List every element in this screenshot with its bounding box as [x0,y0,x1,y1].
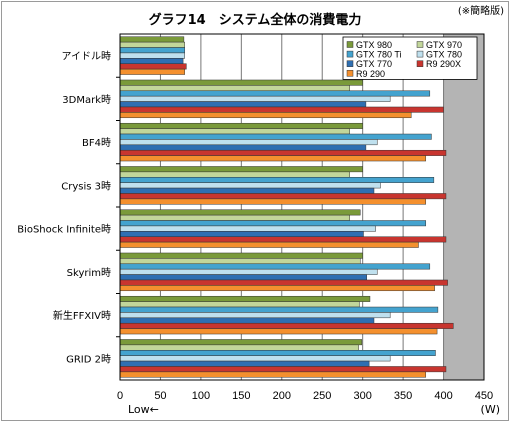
bar-6-1 [119,301,360,308]
legend-swatch-0 [346,41,354,48]
bar-2-4 [119,144,367,151]
category-label: Skyrim時 [67,267,111,279]
bar-0-6 [119,68,185,75]
bar-5-0 [119,252,363,259]
bar-0-4 [119,58,184,64]
x-tick-label: 50 [154,390,166,402]
bar-6-3 [119,312,391,319]
bar-5-3 [119,268,378,275]
legend-label-2: GTX 780 Ti [356,50,402,60]
bar-1-1 [119,85,350,92]
plot-shaded-band [443,34,484,380]
bar-5-6 [119,285,435,292]
low-label: Low← [128,403,159,416]
bar-7-0 [119,339,363,346]
legend-label-5: R9 290X [426,59,461,69]
legend-box [342,36,478,80]
category-label: Crysis 3時 [61,180,111,192]
x-tick-label: 450 [475,390,493,402]
bar-3-0 [119,166,363,173]
bar-3-3 [119,182,381,189]
bar-6-6 [119,328,438,335]
x-tick-label: 250 [313,390,331,402]
category-label: 3DMark時 [62,94,111,106]
bar-6-0 [119,295,371,302]
bar-1-2 [119,90,431,97]
category-label: 新生FFXIV時 [53,309,111,322]
x-tick-label: 100 [192,390,210,402]
x-tick-label: 150 [232,390,250,402]
plot-border [119,33,485,381]
x-tick-label: 350 [394,390,412,402]
bar-3-2 [119,177,435,183]
bar-1-3 [119,95,391,102]
bar-5-4 [119,274,367,281]
bar-6-4 [119,317,375,324]
category-label: GRID 2時 [66,353,111,365]
bar-4-5 [119,236,447,243]
bar-6-2 [119,306,439,313]
bar-0-3 [119,52,185,59]
bar-0-2 [119,47,185,54]
bar-2-2 [119,133,432,140]
x-axis-unit-label: (W) [481,403,500,416]
bar-1-4 [119,101,367,108]
legend-swatch-2 [346,50,354,58]
bar-2-0 [119,122,363,129]
bar-1-6 [119,112,412,119]
legend-label-1: GTX 970 [426,40,462,50]
x-tick-label: 200 [273,390,291,402]
bar-0-0 [119,36,185,43]
bar-6-5 [119,322,454,329]
bar-2-5 [119,149,447,156]
bar-1-0 [119,79,363,86]
bar-5-1 [119,258,361,265]
bar-2-6 [119,155,427,162]
bar-0-1 [119,41,185,48]
legend-label-3: GTX 780 [426,50,462,60]
legend-swatch-1 [416,41,424,48]
bar-3-1 [119,171,350,178]
legend-label-4: GTX 770 [356,59,392,69]
chart-title: グラフ14 システム全体の消費電力 [149,12,362,28]
x-tick-label: 300 [353,390,371,402]
legend-swatch-4 [346,60,354,67]
chart-note: (※簡略版) [458,4,504,17]
bar-7-4 [119,360,370,367]
bar-3-6 [119,198,427,205]
bar-0-5 [119,63,187,70]
bar-7-1 [119,344,359,351]
bar-4-1 [119,214,350,221]
legend-swatch-6 [346,70,354,77]
bar-2-3 [119,139,378,146]
bar-2-1 [119,128,350,135]
bar-7-2 [119,350,436,356]
x-tick-label: 0 [117,390,123,402]
category-label: アイドル時 [62,51,112,63]
legend-label-0: GTX 980 [356,40,392,50]
bar-7-5 [119,366,447,373]
bar-4-6 [119,241,419,248]
bar-7-3 [119,355,391,362]
bar-1-5 [119,106,444,113]
bar-4-3 [119,225,376,232]
bar-5-5 [119,279,448,286]
legend-swatch-5 [416,60,424,67]
bar-4-2 [119,220,427,227]
legend-swatch-3 [416,50,424,58]
category-label: BF4時 [82,137,111,149]
legend-label-6: R9 290 [356,69,385,79]
bar-3-5 [119,193,447,200]
category-label: BioShock Infinite時 [17,224,111,236]
bar-5-2 [119,263,431,270]
bar-7-6 [119,371,427,378]
bar-4-4 [119,231,364,237]
bar-3-4 [119,187,375,194]
x-tick-label: 400 [434,390,452,402]
bar-4-0 [119,209,361,216]
